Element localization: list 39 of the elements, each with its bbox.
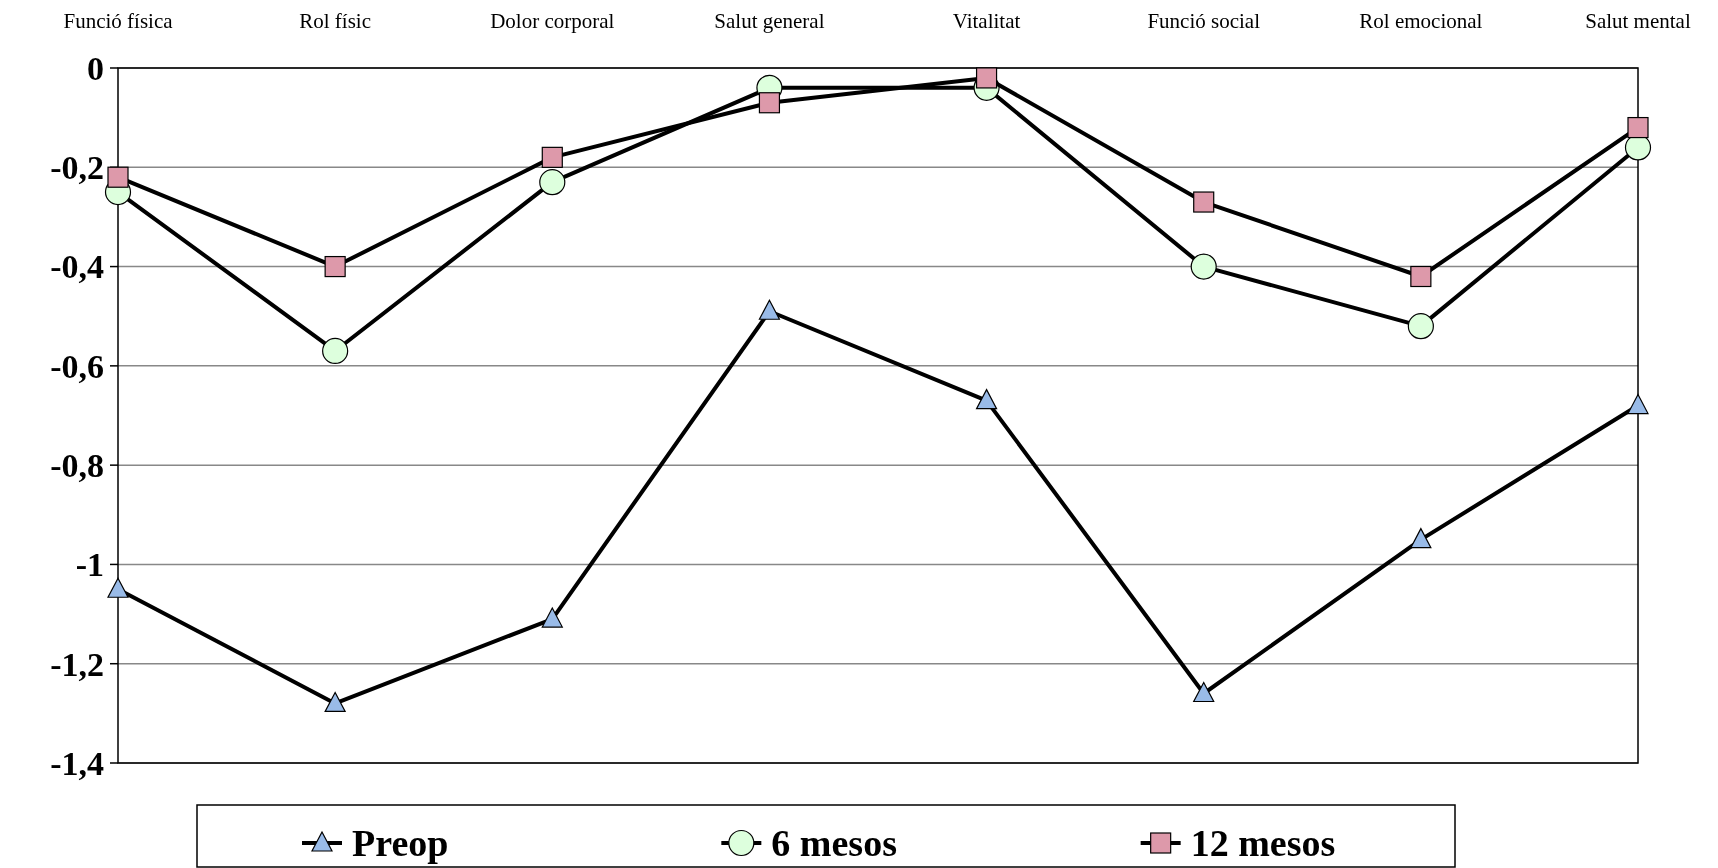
x-tick-label: Rol físic: [299, 9, 372, 33]
point: [1190, 253, 1217, 280]
x-tick-label: Funció física: [63, 9, 174, 33]
y-tick-label: -1: [75, 546, 104, 584]
legend-label: 6 mesos: [771, 822, 897, 865]
y-tick-label: -1,2: [50, 645, 104, 683]
point: [107, 166, 129, 188]
point: [324, 255, 346, 278]
point: [539, 169, 566, 196]
x-tick-label: Funció social: [1147, 9, 1261, 33]
point: [975, 389, 998, 410]
x-tick-label: Salut general: [714, 9, 825, 33]
point: [1627, 393, 1649, 415]
point: [324, 691, 346, 713]
x-tick-label: Salut mental: [1585, 9, 1691, 33]
point: [975, 67, 998, 89]
point: [758, 92, 781, 114]
point: [1193, 191, 1215, 213]
y-tick-label: -0,2: [50, 149, 104, 187]
point: [758, 299, 781, 320]
point: [107, 577, 129, 598]
y-tick-label: 0: [87, 49, 104, 87]
y-tick-label: -0,4: [50, 248, 104, 286]
y-tick-label: -1,4: [50, 744, 104, 782]
point: [1407, 313, 1434, 340]
point: [322, 337, 349, 365]
x-tick-label: Dolor corporal: [490, 9, 615, 33]
point: [541, 607, 563, 628]
point: [1410, 265, 1432, 288]
point: [1193, 681, 1215, 703]
point: [1410, 528, 1432, 549]
x-tick-label: Vitalitat: [952, 9, 1021, 33]
y-tick-label: -0,8: [50, 447, 104, 485]
point: [541, 146, 563, 168]
x-tick-label: Rol emocional: [1359, 9, 1483, 33]
y-tick-label: -0,6: [50, 347, 104, 385]
point: [1627, 116, 1649, 139]
legend-label: 12 mesos: [1190, 822, 1336, 865]
legend-label: Preop: [352, 822, 449, 865]
